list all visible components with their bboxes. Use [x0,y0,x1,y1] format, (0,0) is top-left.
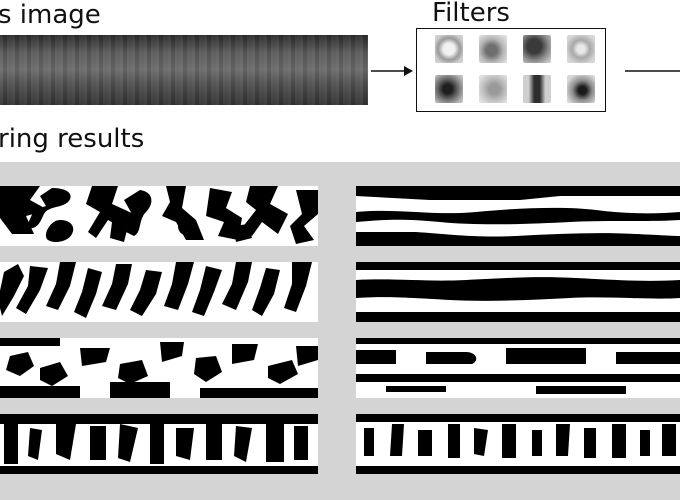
results-panel [0,162,680,500]
result-strip-left-4 [0,414,318,474]
filter-5 [435,75,463,103]
filters-box [416,28,606,112]
result-strip-right-2 [356,262,680,322]
filter-6 [479,75,507,103]
filtering-results-title: ring results [0,124,145,154]
filter-3 [523,35,551,63]
result-strip-right-4 [356,414,680,474]
filter-8 [567,75,595,103]
result-strip-right-3 [356,338,680,398]
input-image-title: s image [0,0,101,30]
filter-1 [435,35,463,63]
result-strip-left-3 [0,338,318,398]
filter-2 [479,35,507,63]
result-strip-left-1 [0,186,318,246]
filter-7 [523,75,551,103]
result-strip-right-1 [356,186,680,246]
filter-4 [567,35,595,63]
filters-title: Filters [432,0,510,28]
arrow-to-filters [371,66,413,76]
result-strip-left-2 [0,262,318,322]
arrow-to-results [625,70,680,72]
input-iris-image [0,35,368,105]
